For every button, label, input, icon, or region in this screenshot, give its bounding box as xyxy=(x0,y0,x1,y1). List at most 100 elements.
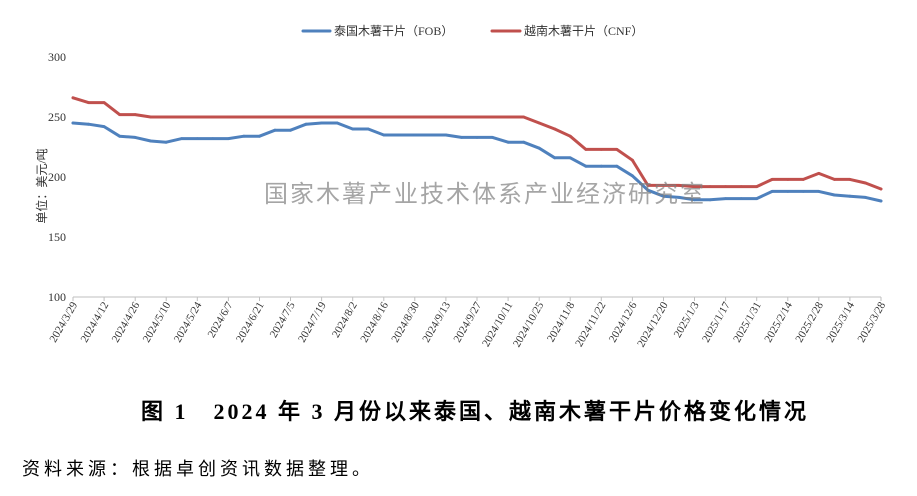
data-point-thailand-fob xyxy=(646,188,650,192)
x-tick-label: 2025/3/14 xyxy=(824,300,857,345)
data-point-vietnam-cnf xyxy=(195,115,199,119)
data-point-vietnam-cnf xyxy=(770,178,774,181)
data-point-vietnam-cnf xyxy=(397,115,401,119)
data-point-thailand-fob xyxy=(662,194,665,198)
data-point-thailand-fob xyxy=(102,125,106,128)
x-tick-label: 2024/11/22 xyxy=(573,300,608,349)
data-point-vietnam-cnf xyxy=(273,115,277,119)
data-point-thailand-fob xyxy=(801,190,805,193)
data-point-thailand-fob xyxy=(227,137,230,141)
data-point-thailand-fob xyxy=(537,146,541,150)
data-point-vietnam-cnf xyxy=(553,127,557,131)
data-point-thailand-fob xyxy=(351,127,355,131)
data-point-vietnam-cnf xyxy=(506,115,510,119)
x-tick-label: 2024/5/24 xyxy=(172,300,205,345)
data-point-thailand-fob xyxy=(195,137,199,141)
data-point-thailand-fob xyxy=(755,197,759,201)
data-point-vietnam-cnf xyxy=(848,178,852,181)
data-point-thailand-fob xyxy=(320,121,323,125)
data-point-thailand-fob xyxy=(491,136,494,139)
data-point-thailand-fob xyxy=(71,121,75,125)
data-point-vietnam-cnf xyxy=(366,115,370,119)
legend-item-vietnam-cnf: 越南木薯干片（CNF） xyxy=(490,23,643,38)
data-point-thailand-fob xyxy=(164,140,168,144)
data-point-vietnam-cnf xyxy=(724,185,727,189)
data-point-thailand-fob xyxy=(833,193,836,197)
data-point-vietnam-cnf xyxy=(599,148,603,151)
x-tick-label: 2025/2/28 xyxy=(793,300,826,345)
data-point-vietnam-cnf xyxy=(87,101,90,104)
y-tick-label: 200 xyxy=(48,170,66,184)
data-point-thailand-fob xyxy=(615,164,619,168)
x-tick-label: 2024/8/16 xyxy=(358,300,391,345)
data-point-vietnam-cnf xyxy=(801,178,805,181)
data-point-vietnam-cnf xyxy=(149,115,153,119)
x-tick-label: 2024/10/25 xyxy=(511,300,547,350)
data-point-thailand-fob xyxy=(366,127,370,131)
data-point-thailand-fob xyxy=(864,196,867,199)
data-point-vietnam-cnf xyxy=(662,184,665,187)
data-point-thailand-fob xyxy=(429,133,432,137)
x-tick-label: 2024/4/12 xyxy=(79,300,112,345)
data-point-vietnam-cnf xyxy=(537,121,541,125)
watermark: 国家木薯产业技术体系产业经济研究室 xyxy=(264,181,706,208)
data-point-vietnam-cnf xyxy=(833,178,836,181)
data-point-thailand-fob xyxy=(335,121,339,125)
data-point-thailand-fob xyxy=(677,196,681,199)
data-point-vietnam-cnf xyxy=(227,115,230,119)
data-point-thailand-fob xyxy=(133,136,137,139)
y-tick-label: 150 xyxy=(48,230,66,244)
data-point-vietnam-cnf xyxy=(739,185,743,189)
data-point-vietnam-cnf xyxy=(304,115,308,119)
data-point-thailand-fob xyxy=(211,137,215,141)
x-tick-label: 2024/8/2 xyxy=(330,300,360,340)
data-point-thailand-fob xyxy=(553,156,557,160)
source-note: 资料来源：根据卓创资讯数据整理。 xyxy=(22,459,374,479)
legend: 泰国木薯干片（FOB） 越南木薯干片（CNF） xyxy=(301,23,643,38)
data-point-thailand-fob xyxy=(786,190,790,193)
x-tick-label: 2024/9/27 xyxy=(451,300,484,345)
line-chart: 泰国木薯干片（FOB） 越南木薯干片（CNF） 单位：美元/吨 100 150 20… xyxy=(34,23,888,350)
data-point-vietnam-cnf xyxy=(879,187,883,191)
series-line-vietnam-cnf xyxy=(71,96,883,191)
data-point-thailand-fob xyxy=(413,133,417,137)
data-point-thailand-fob xyxy=(444,133,448,137)
data-point-vietnam-cnf xyxy=(429,115,432,119)
data-point-thailand-fob xyxy=(693,198,696,202)
legend-label-vietnam-cnf: 越南木薯干片（CNF） xyxy=(524,23,643,38)
data-point-vietnam-cnf xyxy=(211,115,215,119)
plot-series xyxy=(71,96,883,203)
legend-item-thailand-fob: 泰国木薯干片（FOB） xyxy=(301,24,453,38)
data-point-vietnam-cnf xyxy=(864,181,867,185)
data-point-vietnam-cnf xyxy=(693,185,696,189)
x-tick-label: 2025/1/31 xyxy=(731,300,764,345)
data-point-thailand-fob xyxy=(724,197,727,201)
data-point-thailand-fob xyxy=(631,174,634,178)
x-tick-label: 2024/11/8 xyxy=(545,300,578,345)
data-point-vietnam-cnf xyxy=(118,113,121,116)
data-point-thailand-fob xyxy=(382,133,386,137)
data-point-thailand-fob xyxy=(289,128,292,132)
data-point-vietnam-cnf xyxy=(475,115,479,119)
data-point-vietnam-cnf xyxy=(335,115,339,119)
data-point-thailand-fob xyxy=(475,136,479,139)
data-point-thailand-fob xyxy=(118,134,121,138)
data-point-vietnam-cnf xyxy=(382,115,386,119)
x-tick-label: 2025/1/17 xyxy=(700,300,733,345)
data-point-vietnam-cnf xyxy=(320,115,323,119)
x-tick-label: 2024/6/21 xyxy=(234,300,267,345)
data-point-vietnam-cnf xyxy=(413,115,417,119)
data-point-thailand-fob xyxy=(460,136,463,139)
y-tick-label: 300 xyxy=(48,50,66,64)
y-tick-label: 250 xyxy=(48,110,66,124)
data-point-vietnam-cnf xyxy=(258,115,261,119)
data-point-thailand-fob xyxy=(584,164,588,168)
data-point-vietnam-cnf xyxy=(102,101,106,104)
y-axis: 100 150 200 250 300 xyxy=(48,50,66,304)
data-point-thailand-fob xyxy=(522,140,525,144)
data-point-vietnam-cnf xyxy=(786,178,790,181)
y-tick-label: 100 xyxy=(48,290,66,304)
data-point-vietnam-cnf xyxy=(615,148,619,151)
x-tick-label: 2024/6/7 xyxy=(206,300,236,340)
data-point-thailand-fob xyxy=(258,134,261,138)
